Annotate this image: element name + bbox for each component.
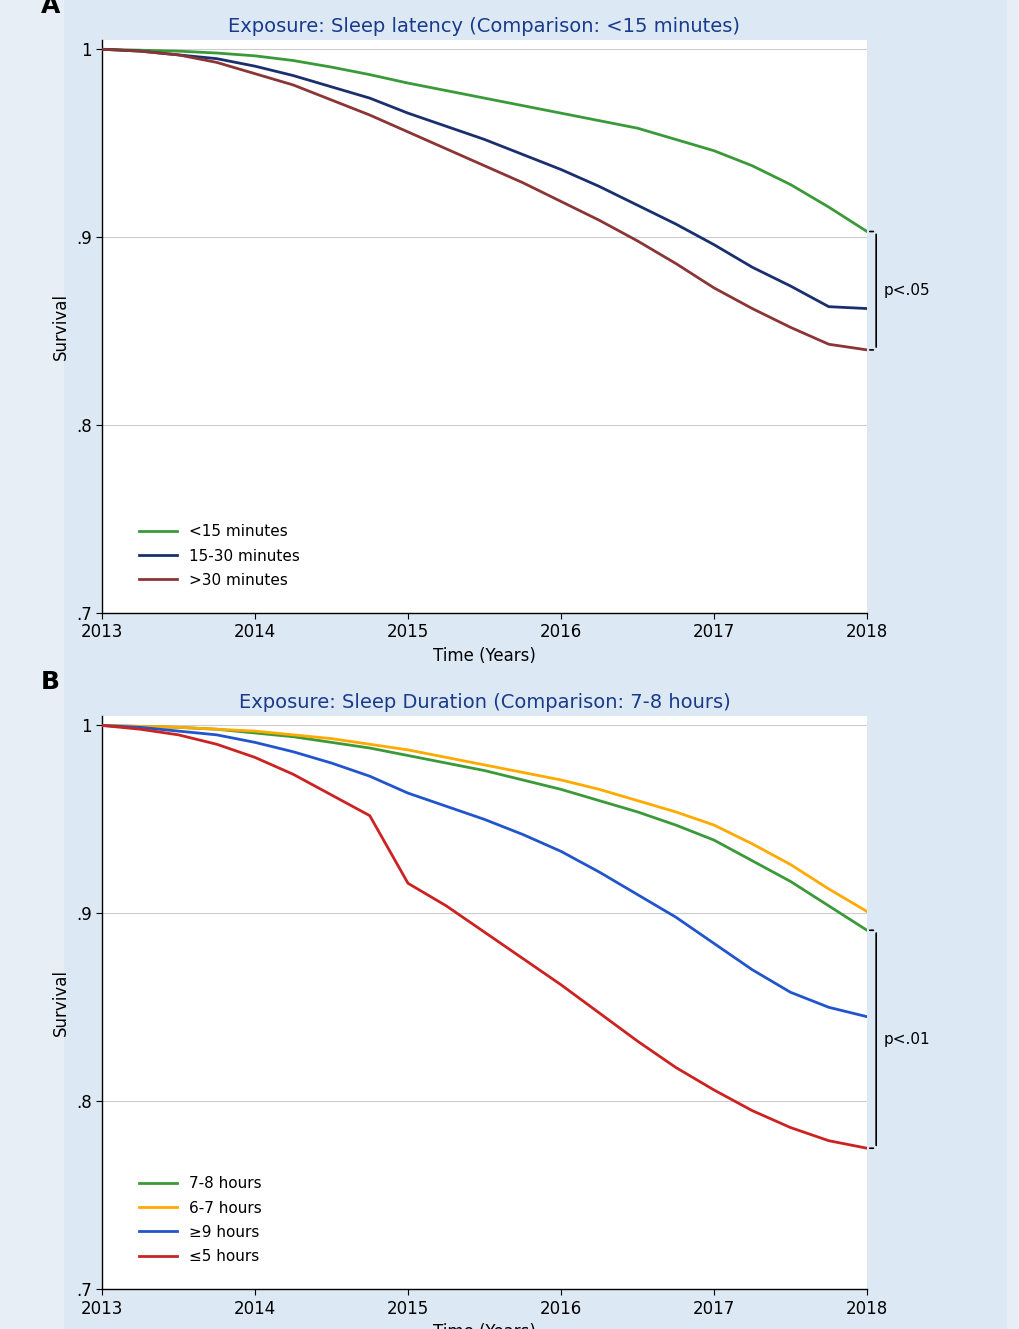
X-axis label: Time (Years): Time (Years)	[433, 1324, 535, 1329]
Y-axis label: Survival: Survival	[52, 292, 70, 360]
Title: Exposure: Sleep Duration (Comparison: 7-8 hours): Exposure: Sleep Duration (Comparison: 7-…	[238, 692, 730, 712]
Y-axis label: Survival: Survival	[52, 969, 70, 1037]
Legend: 7-8 hours, 6-7 hours, ≥9 hours, ≤5 hours: 7-8 hours, 6-7 hours, ≥9 hours, ≤5 hours	[132, 1171, 268, 1271]
Title: Exposure: Sleep latency (Comparison: <15 minutes): Exposure: Sleep latency (Comparison: <15…	[228, 16, 740, 36]
Text: B: B	[41, 670, 60, 694]
X-axis label: Time (Years): Time (Years)	[433, 647, 535, 664]
Legend: <15 minutes, 15-30 minutes, >30 minutes: <15 minutes, 15-30 minutes, >30 minutes	[132, 518, 306, 594]
Text: p<.05: p<.05	[882, 283, 929, 298]
Text: p<.01: p<.01	[882, 1031, 929, 1047]
Text: A: A	[41, 0, 60, 19]
